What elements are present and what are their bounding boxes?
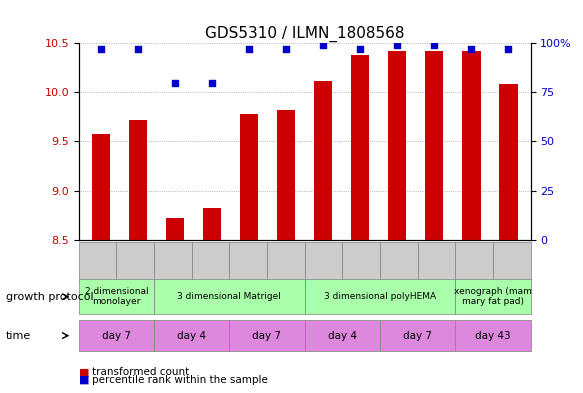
Text: ■: ■ [79,367,89,377]
Bar [166,218,184,240]
Bar [314,81,332,240]
Text: day 7: day 7 [102,331,131,341]
Title: GDS5310 / ILMN_1808568: GDS5310 / ILMN_1808568 [205,26,405,42]
Bar [388,51,406,240]
Point [282,46,291,52]
Text: day 7: day 7 [252,331,282,341]
Bar [240,114,258,240]
Point [392,42,402,48]
Point [430,42,439,48]
Text: transformed count: transformed count [92,367,189,377]
Text: time: time [6,331,31,341]
Point [96,46,106,52]
Point [170,79,180,86]
Bar [92,134,110,240]
Point [244,46,254,52]
Point [208,79,217,86]
Point [134,46,143,52]
Text: day 43: day 43 [475,331,511,341]
Bar [277,110,296,240]
Bar [462,51,480,240]
Text: xenograph (mam
mary fat pad): xenograph (mam mary fat pad) [454,287,532,307]
Bar [425,51,444,240]
Bar [203,208,222,240]
Bar [351,55,370,240]
Text: day 4: day 4 [328,331,357,341]
Point [356,46,365,52]
Text: 3 dimensional polyHEMA: 3 dimensional polyHEMA [324,292,436,301]
Text: growth protocol: growth protocol [6,292,93,302]
Text: 2 dimensional
monolayer: 2 dimensional monolayer [85,287,148,307]
Text: ■: ■ [79,375,89,385]
Point [318,42,328,48]
Bar [129,120,147,240]
Point [504,46,513,52]
Text: day 7: day 7 [403,331,432,341]
Bar [499,84,518,240]
Text: 3 dimensional Matrigel: 3 dimensional Matrigel [177,292,281,301]
Text: percentile rank within the sample: percentile rank within the sample [92,375,268,385]
Text: day 4: day 4 [177,331,206,341]
Point [466,46,476,52]
